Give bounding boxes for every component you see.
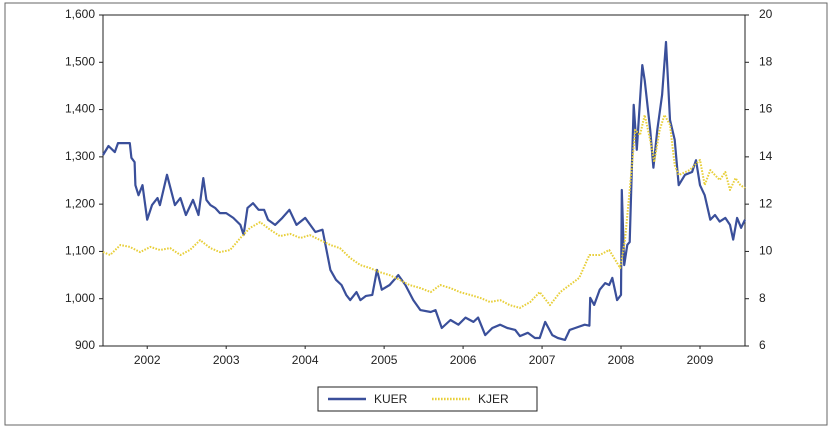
x-tick-label: 2005 [371,353,398,367]
x-tick-label: 2002 [134,353,161,367]
y2-tick-label: 10 [759,244,773,258]
y-tick-label: 1,000 [65,291,95,305]
plot-area [102,14,746,347]
y2-tick-label: 14 [759,149,773,163]
legend-label: KJER [478,392,509,406]
legend-label: KUER [374,392,408,406]
x-tick-label: 2004 [292,353,319,367]
y-tick-label: 1,400 [65,102,95,116]
x-tick-label: 2007 [529,353,556,367]
y-tick-label: 1,200 [65,196,95,210]
y2-tick-label: 16 [759,102,773,116]
x-tick-label: 2006 [450,353,477,367]
x-tick-label: 2003 [213,353,240,367]
y-tick-label: 1,300 [65,149,95,163]
y-tick-label: 1,100 [65,244,95,258]
y-tick-label: 900 [75,338,95,352]
y2-tick-label: 20 [759,7,773,21]
y2-tick-label: 6 [759,338,766,352]
series-line [102,40,746,341]
frame [4,2,828,426]
y2-tick-label: 8 [759,291,766,305]
y-tick-label: 1,600 [65,7,95,21]
x-tick-label: 2008 [608,353,635,367]
x-tick-label: 2009 [687,353,714,367]
series-line [102,114,746,309]
y2-tick-label: 12 [759,196,773,210]
y2-tick-label: 18 [759,54,773,68]
y-tick-label: 1,500 [65,54,95,68]
